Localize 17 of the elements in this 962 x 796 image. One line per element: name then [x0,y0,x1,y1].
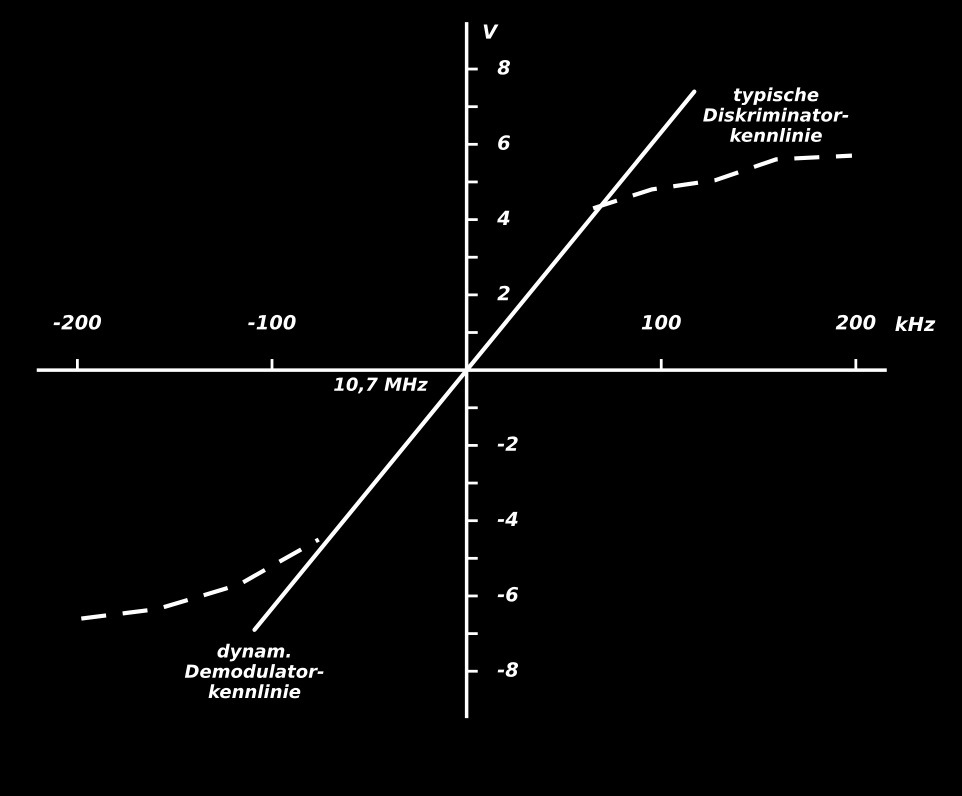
annotation: 10,7 MHz [334,377,428,394]
x-tick-label: -200 [54,314,102,330]
y-tick-label: 2 [497,286,510,300]
y-tick-label: -6 [498,586,518,602]
x-tick-label: -100 [248,314,296,330]
x-tick-label: 100 [642,314,681,330]
y-tick-label: 4 [497,210,510,225]
y-tick-label: -2 [498,436,518,451]
x-tick-label: 200 [836,314,876,330]
annotation: dynam. Demodulator- kennlinie [184,644,324,698]
annotation: typische Diskriminator- kennlinie [703,87,848,142]
y-axis-title: V [484,24,499,39]
y-tick-label: -8 [498,662,518,677]
y-tick-label: 6 [498,135,510,150]
x-axis-title: kHz [895,316,936,332]
y-tick-label: -4 [498,512,518,526]
y-tick-label: 8 [498,60,510,75]
